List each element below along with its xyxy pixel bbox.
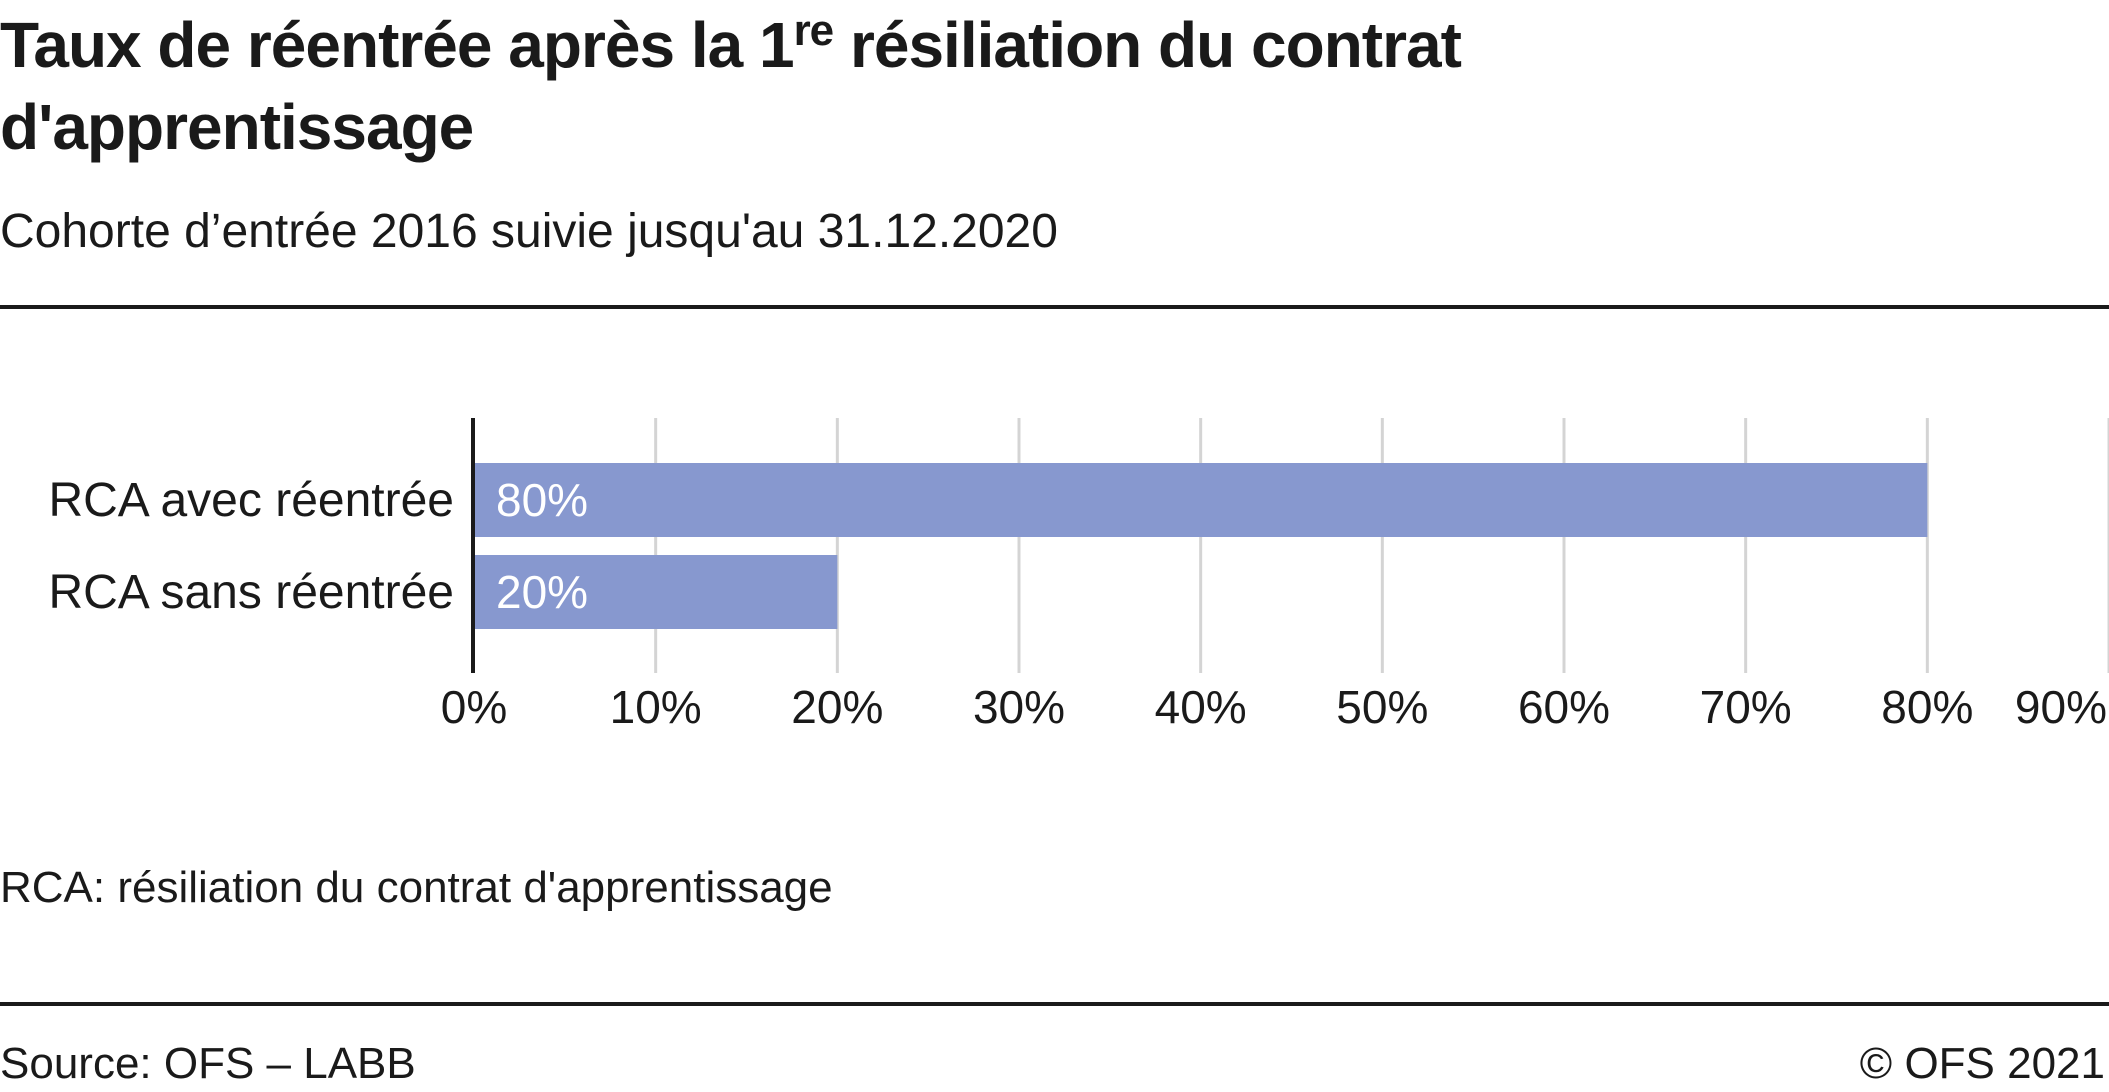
title-rest: résiliation du contrat xyxy=(833,9,1462,81)
title-superscript: re xyxy=(793,6,835,55)
copyright-text: © OFS 2021 xyxy=(1859,1039,2105,1088)
x-tick-label: 80% xyxy=(1881,681,1973,733)
bar xyxy=(474,555,838,629)
source-text: Source: OFS – LABB xyxy=(0,1039,416,1088)
x-tick-label: 20% xyxy=(791,681,883,733)
x-tick-label: 60% xyxy=(1518,681,1610,733)
grid-layer xyxy=(654,418,2109,673)
x-tick-label: 90% xyxy=(2015,681,2107,733)
bottom-divider xyxy=(0,1002,2109,1006)
x-tick-label: 30% xyxy=(973,681,1065,733)
category-label: RCA sans réentrée xyxy=(48,566,454,619)
bar-chart: 0% 10% 20% 30% 40% 50% 60% 70% 80% 90% 80% RCA avec… xyxy=(48,418,2109,733)
chart-title: Taux de réentrée après la 1re résiliatio… xyxy=(0,4,1700,168)
chart-subtitle: Cohorte d’entrée 2016 suivie jusqu'au 31… xyxy=(0,205,1058,258)
top-divider xyxy=(0,305,2109,309)
x-tick-label: 40% xyxy=(1155,681,1247,733)
data-label: 20% xyxy=(496,566,588,618)
title-line2: d'apprentissage xyxy=(0,91,474,163)
bar-layer xyxy=(474,463,1928,629)
title-main: Taux de réentrée après la 1 xyxy=(0,9,795,81)
x-tick-label: 70% xyxy=(1700,681,1792,733)
bar xyxy=(474,463,1928,537)
label-layer: 0% 10% 20% 30% 40% 50% 60% 70% 80% 90% 80% RCA avec… xyxy=(48,474,2107,733)
data-label: 80% xyxy=(496,474,588,526)
x-tick-label: 10% xyxy=(610,681,702,733)
footnote: RCA: résiliation du contrat d'apprentiss… xyxy=(0,863,833,912)
x-tick-label: 50% xyxy=(1336,681,1428,733)
category-label: RCA avec réentrée xyxy=(48,474,454,527)
x-tick-label: 0% xyxy=(441,681,507,733)
